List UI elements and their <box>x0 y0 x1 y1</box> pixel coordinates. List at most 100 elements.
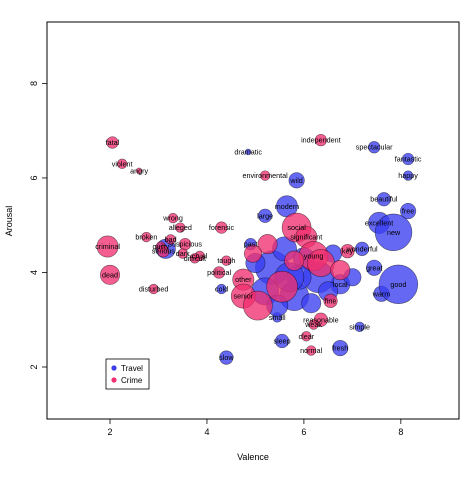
plot-frame <box>46 21 460 420</box>
crime-point-normal <box>306 345 317 356</box>
crime-point-independent <box>314 134 327 147</box>
legend-travel-label: Travel <box>121 364 143 373</box>
point-label-beautiful: beautiful <box>370 195 398 204</box>
point-label-spectacular: spectacular <box>356 143 393 152</box>
y-axis: 2 4 6 8 <box>29 81 47 370</box>
crime-point-dead <box>100 264 121 285</box>
crime-point-fine <box>323 293 338 308</box>
crime-point-dark <box>177 248 188 259</box>
y-axis-label: Arousal <box>4 206 14 237</box>
point-label-guilty: guilty <box>153 242 170 251</box>
point-label-normal: normal <box>300 346 322 355</box>
travel-point-simple <box>354 321 365 332</box>
point-label-disturbed: disturbed <box>139 285 169 294</box>
crime-point-criminal <box>96 235 119 258</box>
point-label-small: small <box>269 313 286 322</box>
crime-point-38 <box>284 250 305 271</box>
point-label-modern: modern <box>275 202 299 211</box>
point-label-alleged: alleged <box>169 223 192 232</box>
point-label-independent: independent <box>301 136 341 145</box>
crime-point-forensic <box>215 221 228 234</box>
point-label-social: social <box>287 223 306 232</box>
crime-point-33 <box>266 270 298 303</box>
point-label-weak: weak <box>304 320 322 329</box>
x-tick-label: 8 <box>398 427 403 437</box>
point-label-fantastic: fantastic <box>395 155 422 164</box>
point-label-cruel: cruel <box>192 251 208 260</box>
travel-point-slow <box>219 350 234 365</box>
point-label-new: new <box>387 228 401 237</box>
crime-point-tough <box>221 255 232 266</box>
point-label-broken: broken <box>135 233 157 242</box>
point-label-fine: fine <box>325 296 337 305</box>
travel-point-free <box>400 202 417 220</box>
travel-point-cold <box>216 283 227 295</box>
travel-point-good <box>378 264 419 304</box>
point-label-great: great <box>366 263 382 272</box>
point-label-tough: tough <box>217 256 235 265</box>
point-label-other: other <box>235 275 252 284</box>
crime-point-broken <box>141 231 152 243</box>
crime-point-32 <box>243 290 273 321</box>
legend-travel-marker <box>111 365 117 371</box>
y-tick-label: 8 <box>29 81 39 86</box>
points-layer <box>96 134 419 365</box>
point-label-clear: clear <box>299 332 315 341</box>
travel-point-great <box>366 259 383 276</box>
point-label-political: political <box>207 268 231 277</box>
point-label-violent: violent <box>112 159 133 168</box>
point-label-good: good <box>390 280 406 289</box>
travel-point-beautiful <box>376 192 391 207</box>
point-label-dramatic: dramatic <box>234 147 262 156</box>
point-label-past: past <box>244 240 258 249</box>
point-label-cold: cold <box>215 285 228 294</box>
point-label-wrong: wrong <box>162 214 183 223</box>
travel-point-sleep <box>274 333 290 349</box>
point-label-angry: angry <box>130 166 148 175</box>
point-label-dark: dark <box>176 249 190 258</box>
travel-point-wild <box>288 172 305 189</box>
y-tick-label: 4 <box>29 270 39 275</box>
point-label-fatal: fatal <box>106 138 120 147</box>
point-label-fresh: fresh <box>332 344 348 353</box>
legend-crime-label: Crime <box>121 376 143 385</box>
point-label-environmental: environmental <box>243 171 289 180</box>
point-label-wonderful: wonderful <box>345 244 378 253</box>
travel-point-dramatic <box>244 148 252 156</box>
x-tick-label: 6 <box>301 427 306 437</box>
crime-point-alleged <box>175 222 186 233</box>
point-label-warm: warm <box>372 289 391 298</box>
point-label-serious: serious <box>152 247 176 256</box>
legend: Travel Crime <box>105 358 150 390</box>
crime-point-clear <box>301 331 312 342</box>
x-axis-label: Valence <box>237 452 269 462</box>
travel-point-new <box>374 213 413 252</box>
travel-point-large <box>258 208 273 223</box>
crime-point-angry <box>135 167 143 175</box>
crime-point-political <box>212 266 226 279</box>
travel-point-fantastic <box>401 152 415 166</box>
point-label-significant: significant <box>290 233 322 242</box>
point-label-dead: dead <box>102 270 118 279</box>
crime-point-difficult <box>189 253 200 264</box>
point-label-simple: simple <box>349 322 370 331</box>
crime-point-weak <box>308 319 319 330</box>
point-label-free: free <box>402 207 414 216</box>
point-label-local: local <box>333 280 348 289</box>
point-label-difficult: difficult <box>184 254 206 263</box>
point-label-wild: wild <box>289 176 302 185</box>
travel-point-happy <box>402 170 414 181</box>
point-label-excellent: excellent <box>365 218 393 227</box>
point-label-bad: bad <box>165 235 177 244</box>
crime-point-wrong <box>167 212 179 224</box>
y-tick-label: 6 <box>29 175 39 180</box>
y-tick-label: 2 <box>29 365 39 370</box>
x-tick-label: 2 <box>108 427 113 437</box>
point-label-large: large <box>257 211 273 220</box>
point-label-key: key <box>342 247 354 256</box>
travel-point-wonderful <box>354 241 370 256</box>
x-axis: 2 4 6 8 <box>108 419 403 437</box>
